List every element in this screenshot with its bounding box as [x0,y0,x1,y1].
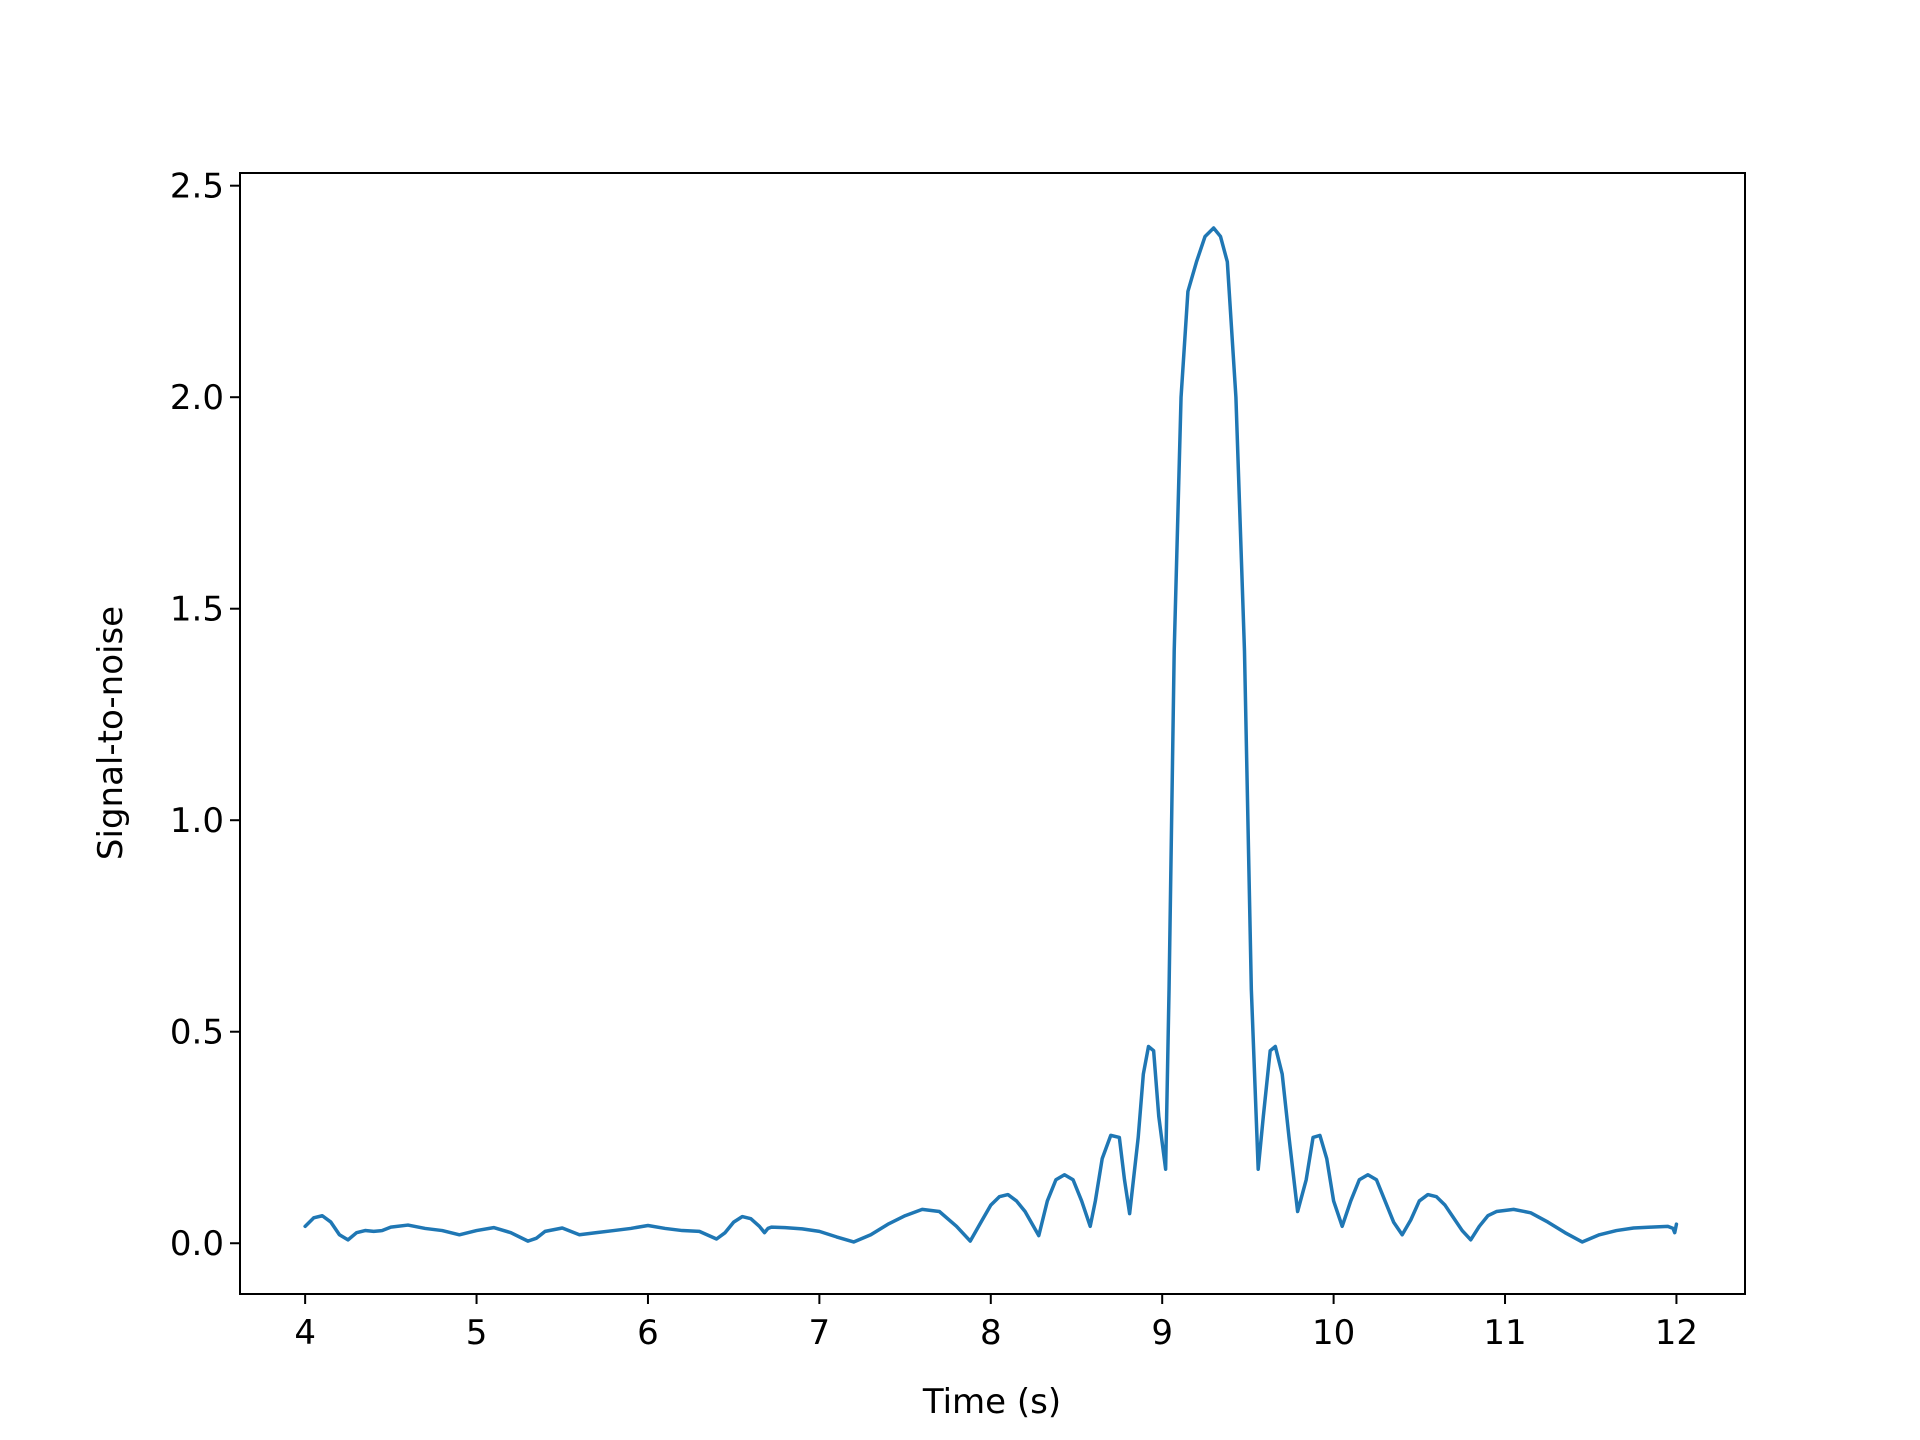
y-tick-label: 2.5 [170,167,224,207]
x-axis-label: Time (s) [922,1382,1061,1422]
y-tick-label: 1.0 [170,801,224,841]
y-tick-label: 1.5 [170,590,224,630]
y-tick-label: 0.0 [170,1224,224,1264]
series-line-0 [303,226,1679,1244]
y-tick-label: 2.0 [170,378,224,418]
x-tick-label: 8 [980,1313,1002,1353]
x-tick-label: 11 [1483,1313,1526,1353]
x-tick-label: 4 [294,1313,316,1353]
x-tick-label: 6 [637,1313,659,1353]
x-tick-label: 10 [1312,1313,1355,1353]
axes-frame [239,172,1746,1295]
x-tick-label: 5 [466,1313,488,1353]
y-axis: 0.0 0.5 1.0 1.5 2.0 2.5 [170,167,240,1264]
plot-area [303,226,1679,1244]
x-axis: 4 5 6 7 8 9 10 11 12 [294,1294,1698,1353]
x-tick-label: 7 [809,1313,831,1353]
x-tick-label: 12 [1655,1313,1698,1353]
y-axis-label: Signal-to-noise [91,606,131,860]
x-tick-label: 9 [1151,1313,1173,1353]
y-tick-label: 0.5 [170,1013,224,1053]
